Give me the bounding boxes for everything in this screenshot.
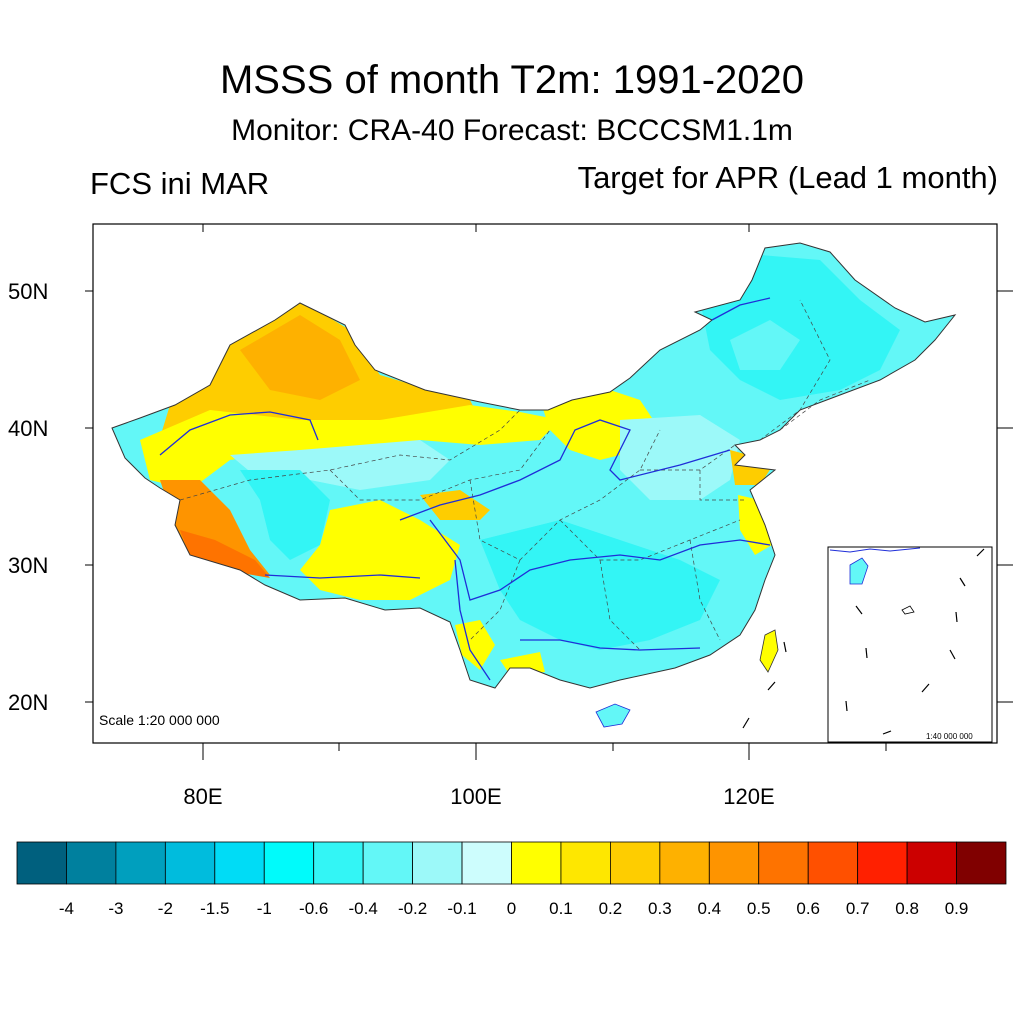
colorbar-swatch [610, 841, 661, 885]
colorbar-swatch [659, 841, 710, 885]
colorbar-swatch [412, 841, 463, 885]
river-yangtze [429, 519, 771, 601]
chart-title: MSSS of month T2m: 1991-2020 [219, 58, 805, 102]
scale-label: Scale 1:20 000 000 [99, 712, 220, 728]
plot-frame [92, 223, 998, 744]
colorbar-swatch [956, 841, 1007, 885]
colorbar-label: -0.2 [398, 899, 427, 918]
colorbar-swatch [313, 841, 364, 885]
colorbar-swatch [263, 841, 315, 885]
colorbar-swatch [807, 841, 859, 885]
lat-label: 30N [8, 553, 48, 578]
colorbar-label: 0.8 [895, 899, 919, 918]
river-pearl [520, 639, 701, 651]
lat-label: 40N [8, 416, 48, 441]
nine-dash-line [845, 548, 985, 735]
left-label: FCS ini MAR [90, 166, 270, 201]
colorbar-label: 0.5 [747, 899, 771, 918]
colorbar-label: -1 [257, 899, 272, 918]
colorbar-swatch [857, 841, 908, 885]
lon-label: 120E [723, 784, 774, 809]
colorbar-swatch [214, 841, 265, 885]
river-tarim [159, 411, 319, 456]
region-qinghai [420, 490, 490, 520]
colorbar-label: -0.4 [349, 899, 378, 918]
colorbar-label: -3 [108, 899, 123, 918]
region-sichuan [480, 520, 720, 650]
colorbar-label: -1.5 [200, 899, 229, 918]
river-yarlung [264, 574, 421, 579]
inset-islands [901, 605, 915, 615]
taiwan-island [759, 629, 779, 673]
region-tibet-central [240, 470, 330, 560]
colorbar-label: 0.1 [549, 899, 573, 918]
colorbar-swatch [115, 841, 166, 885]
lat-label: 20N [8, 690, 48, 715]
inset-coast [829, 547, 921, 553]
hainan-island [595, 703, 631, 728]
colorbar-swatch [511, 841, 562, 885]
colorbar-swatch [708, 841, 760, 885]
colorbar-swatch [560, 841, 611, 885]
region-xinjiang-north-core [240, 315, 360, 400]
colorbar-swatch [362, 841, 413, 885]
region-north-china [620, 415, 740, 500]
colorbar-swatch [16, 841, 67, 885]
region-jiangsu [738, 495, 772, 555]
colorbar-label: 0.4 [697, 899, 721, 918]
colorbar-label: 0.3 [648, 899, 672, 918]
colorbar-label: -4 [59, 899, 74, 918]
colorbar-swatch [758, 841, 809, 885]
axis-ticks [85, 224, 1013, 760]
region-tibet-west [160, 480, 270, 575]
river-mekong [454, 559, 491, 681]
colorbar-swatch [164, 841, 216, 885]
rivers [159, 297, 771, 681]
lon-label: 80E [183, 784, 222, 809]
colorbar-label: 0.2 [599, 899, 623, 918]
colorbar-label: -0.1 [447, 899, 476, 918]
colorbar-label: 0.9 [945, 899, 969, 918]
region-northeast-light [730, 320, 800, 370]
right-label: Target for APR (Lead 1 month) [577, 160, 998, 195]
colorbar-label: 0 [507, 899, 516, 918]
river-yellow [399, 419, 731, 521]
inset-scale-label: 1:40 000 000 [926, 732, 973, 741]
colorbar-label: -2 [158, 899, 173, 918]
colorbar-swatch [906, 841, 957, 885]
colorbar-swatch [66, 841, 117, 885]
colorbar: -4 -3 -2 -1.5 -1 -0.6 -0.4 -0.2 -0.1 0 0.1 0.2 0.3 0.… [16, 841, 1007, 918]
main-dash-lines [742, 641, 787, 729]
region-tibet-yellow [300, 500, 460, 600]
lon-label: 100E [450, 784, 501, 809]
colorbar-swatch [461, 841, 512, 885]
colorbar-label: 0.7 [846, 899, 870, 918]
inset-hainan [849, 557, 869, 585]
province-borders [179, 299, 871, 651]
chart-subtitle: Monitor: CRA-40 Forecast: BCCCSM1.1m [231, 114, 793, 147]
south-china-sea-inset: 1:40 000 000 [827, 546, 993, 743]
colorbar-label: -0.6 [299, 899, 328, 918]
region-tibet-sw-hot [180, 530, 270, 578]
river-amur [711, 297, 771, 321]
colorbar-label: 0.6 [796, 899, 820, 918]
lat-label: 50N [8, 279, 48, 304]
